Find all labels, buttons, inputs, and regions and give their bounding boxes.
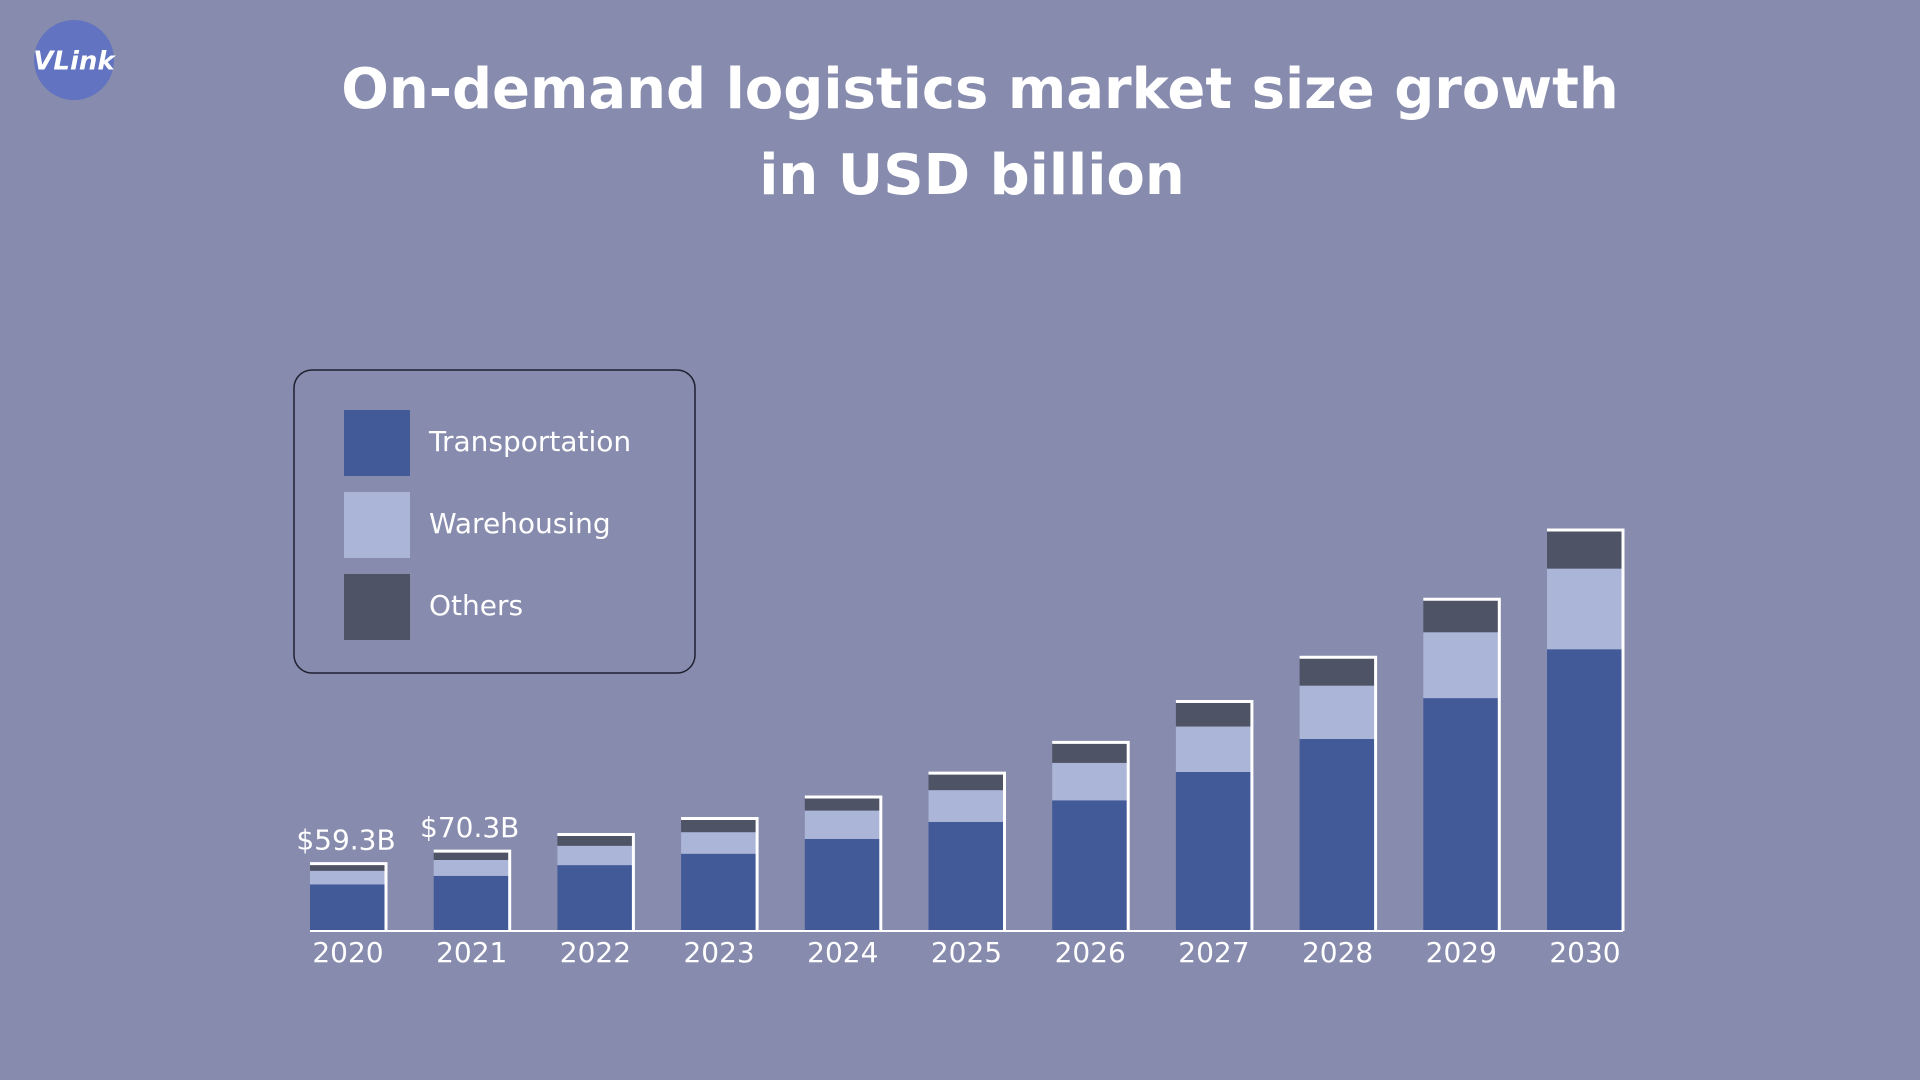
bar-outline — [557, 832, 635, 931]
bar-segment — [1299, 739, 1376, 931]
bar-outline — [1423, 597, 1501, 931]
bar-segment — [1175, 771, 1252, 931]
bar-outline — [433, 849, 512, 931]
data-label: $70.3B — [420, 811, 519, 844]
bar-segment — [1052, 800, 1129, 931]
bar-segment — [928, 773, 1005, 791]
legend-label: Warehousing — [429, 507, 611, 540]
bar-outline — [804, 795, 883, 931]
bar-segment — [804, 796, 881, 811]
chart-title: in USD billion — [759, 143, 1185, 208]
bar-segment — [681, 853, 758, 931]
bar-outline — [1547, 528, 1625, 931]
bar-segment — [433, 851, 510, 860]
bar-segment — [1547, 568, 1623, 650]
x-tick-label: 2025 — [931, 936, 1002, 969]
bar-segment — [310, 884, 386, 931]
bar-segment — [1423, 599, 1500, 633]
bar-segment — [310, 863, 386, 871]
bar-segment — [557, 865, 634, 931]
bar-segment — [1423, 698, 1500, 931]
x-tick-label: 2028 — [1302, 936, 1373, 969]
bar-segment — [928, 790, 1005, 822]
legend-swatch — [344, 492, 410, 558]
bar-segment — [310, 870, 386, 885]
legend-label: Others — [429, 589, 523, 622]
logo-text: VLink — [33, 47, 116, 77]
legend-swatch — [344, 410, 410, 476]
bar-segment — [1052, 742, 1129, 763]
x-tick-label: 2021 — [436, 936, 507, 969]
chart-title: On-demand logistics market size growth — [341, 57, 1619, 122]
bar-segment — [804, 810, 881, 839]
logo: VLink — [33, 20, 116, 100]
bar-segment — [557, 834, 634, 846]
x-tick-label: 2024 — [807, 936, 878, 969]
data-label: $59.3B — [296, 824, 395, 857]
bar-segment — [1547, 649, 1623, 931]
bar-segment — [681, 832, 758, 854]
x-tick-label: 2026 — [1055, 936, 1126, 969]
x-tick-label: 2020 — [312, 936, 383, 969]
bar-segment — [804, 838, 881, 931]
x-tick-label: 2022 — [560, 936, 631, 969]
bar-outline — [310, 862, 388, 931]
legend-label: Transportation — [428, 425, 631, 458]
bar-segment — [433, 875, 510, 931]
bar-outline — [928, 771, 1006, 931]
bar-segment — [1423, 632, 1500, 699]
bar-segment — [1547, 529, 1623, 569]
bar-segment — [433, 860, 510, 876]
bar-segment — [681, 818, 758, 833]
bar-segment — [928, 821, 1005, 931]
bar-segment — [1052, 762, 1129, 801]
bar-outline — [681, 817, 759, 931]
bar-segment — [1299, 685, 1376, 740]
x-tick-label: 2029 — [1426, 936, 1497, 969]
legend-swatch — [344, 574, 410, 640]
bar-segment — [1299, 657, 1376, 686]
x-tick-label: 2030 — [1549, 936, 1620, 969]
bar-segment — [1175, 701, 1252, 727]
x-tick-label: 2023 — [683, 936, 754, 969]
x-tick-label: 2027 — [1178, 936, 1249, 969]
bar-segment — [1175, 726, 1252, 772]
legend-box — [293, 369, 696, 674]
bar-segment — [557, 845, 634, 866]
bar-outline — [1052, 740, 1130, 931]
bar-outline — [1175, 700, 1254, 931]
logo-globe — [34, 20, 114, 100]
bar-outline — [1299, 655, 1378, 931]
